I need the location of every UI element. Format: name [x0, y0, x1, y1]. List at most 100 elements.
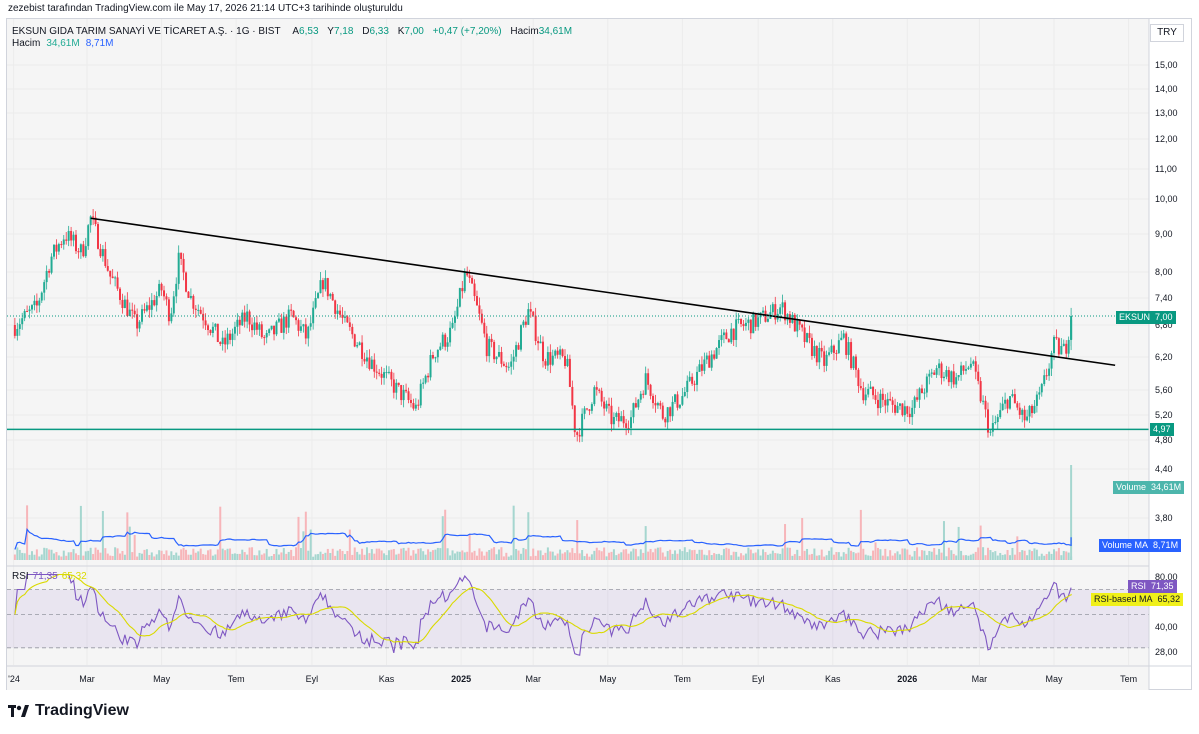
volume-bar [1035, 549, 1038, 560]
volume-bar [312, 556, 315, 560]
candle-body [1043, 375, 1046, 385]
axes: 15,00 14,00 13,00 12,00 11,00 10,00 9,00 8,00 7,… [7, 19, 1192, 690]
volume-bar [920, 550, 923, 560]
volume-bar [334, 555, 337, 560]
candle-body [661, 405, 664, 419]
candle-body [500, 351, 503, 364]
candle-body [114, 277, 117, 279]
candle-body [74, 234, 77, 252]
volume-bar [808, 554, 811, 560]
candle-body [823, 351, 826, 366]
volume-bar [163, 554, 166, 560]
candle-body [845, 333, 848, 355]
chart-caption: zezebist tarafından TradingView.com ile … [8, 3, 403, 14]
tradingview-logo[interactable]: TradingView [8, 702, 129, 720]
volume-bar [551, 551, 554, 560]
candle-body [402, 389, 405, 401]
volume-bar [65, 555, 68, 560]
volume-bar [727, 548, 730, 560]
volume-bar [397, 553, 400, 560]
volume-bar [466, 551, 469, 560]
candle-body [612, 416, 615, 425]
candle-body [818, 347, 821, 363]
candle-body [505, 365, 508, 368]
candle-body [358, 342, 361, 345]
volume-bar [561, 553, 564, 560]
symbol-legend[interactable]: EKSUN GIDA TARIM SANAYİ VE TİCARET A.Ş. … [12, 25, 572, 38]
volume-bar [537, 550, 540, 560]
volume-legend[interactable]: Hacim 34,61M 8,71M [12, 38, 114, 49]
volume-bar [732, 551, 735, 560]
candle-body [793, 314, 796, 332]
volume-bar [656, 547, 659, 560]
volume-bar [16, 547, 19, 560]
candle-body [339, 310, 342, 315]
candle-body [1035, 394, 1038, 406]
volume-bar [226, 548, 229, 560]
candle-body [299, 326, 302, 331]
candle-body [962, 365, 965, 371]
candle-body [253, 322, 256, 331]
candle-body [967, 367, 970, 370]
candle-body [475, 296, 478, 306]
time-tick-label: Tem [228, 674, 245, 684]
volume-bar [568, 552, 571, 560]
volume-bar [143, 549, 146, 560]
volume-bar [33, 554, 36, 560]
currency-button[interactable]: TRY [1150, 24, 1184, 42]
candle-body [282, 316, 285, 333]
candle-body [544, 361, 547, 366]
volume-bar [207, 550, 210, 560]
volume-bar [884, 548, 887, 560]
volume-bar [1016, 536, 1019, 560]
candle-body [43, 282, 46, 293]
candle-body [449, 327, 452, 343]
volume-bar [644, 526, 647, 560]
volume-bar [473, 550, 476, 560]
candle-body [881, 393, 884, 400]
volume-bar [1055, 551, 1058, 560]
price-grid [7, 19, 1149, 665]
candle-body [835, 352, 838, 354]
volume-bar [700, 549, 703, 560]
volume-bar [918, 556, 921, 560]
volume-bar [170, 551, 173, 560]
candle-body [451, 322, 454, 328]
candle-body [380, 373, 383, 378]
candle-body [840, 337, 843, 341]
volume-bar [933, 547, 936, 560]
candle-body [378, 372, 381, 374]
volume-bar [803, 550, 806, 560]
volume-bar [686, 552, 689, 560]
volume-bar [713, 553, 716, 560]
volume-label: Hacim [510, 26, 539, 37]
candle-body [302, 324, 305, 327]
volume-bar [104, 548, 107, 560]
time-tick-label: 2025 [451, 674, 471, 684]
candle-body [674, 394, 677, 402]
rsi-legend[interactable]: RSI 71,35 65,32 [12, 571, 87, 582]
volume-bar [456, 551, 459, 560]
candle-body [1026, 416, 1029, 421]
candle-body [693, 383, 696, 385]
volume-bar [253, 555, 256, 560]
volume-bar [221, 548, 224, 560]
price-tick-label: 5,60 [1155, 385, 1173, 395]
candle-body [952, 371, 955, 385]
volume-bar [586, 553, 589, 560]
candle-body [436, 349, 439, 358]
volume-bar [280, 552, 283, 560]
candle-body [1067, 339, 1070, 354]
candle-body [903, 406, 906, 416]
close-value: 7,00 [404, 26, 424, 37]
volume-bar [938, 548, 941, 560]
volume-bar [23, 553, 26, 560]
candle-body [615, 413, 618, 417]
volume-bar [60, 556, 63, 560]
price-tick-label: 15,00 [1155, 60, 1178, 70]
volume-bar [180, 549, 183, 560]
volume-bar [722, 548, 725, 560]
volume-bar [326, 548, 329, 560]
candle-body [605, 403, 608, 409]
